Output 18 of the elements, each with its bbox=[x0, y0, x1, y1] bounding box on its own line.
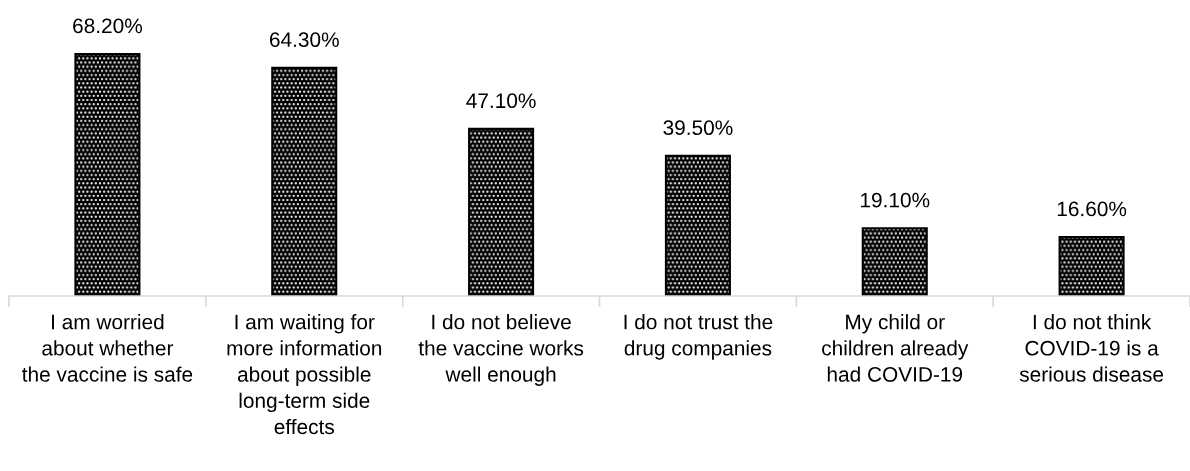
bar bbox=[271, 66, 338, 296]
bar bbox=[861, 227, 928, 296]
x-tick-label: My child or children already had COVID-19 bbox=[822, 314, 969, 382]
x-tick-label: I do not trust the drug companies bbox=[624, 314, 773, 360]
data-label: 16.60% bbox=[1057, 201, 1127, 217]
bar bbox=[74, 52, 141, 296]
x-tick-label: I am waiting for more information about possible long-term side effects bbox=[227, 314, 382, 435]
data-label: 64.30% bbox=[269, 32, 339, 48]
data-label: 39.50% bbox=[663, 120, 733, 136]
bar bbox=[468, 127, 535, 296]
data-label: 68.20% bbox=[73, 18, 143, 34]
bar bbox=[1058, 236, 1125, 296]
bar bbox=[664, 154, 731, 296]
data-label: 19.10% bbox=[861, 192, 930, 208]
x-tick-label: I do not think COVID-19 is a serious disease bbox=[1019, 314, 1164, 382]
x-tick-label: I am worried about whether the vaccine is safe bbox=[22, 314, 193, 382]
data-label: 47.10% bbox=[466, 93, 536, 109]
x-tick-label: I do not believe the vaccine works well enough bbox=[418, 314, 584, 386]
